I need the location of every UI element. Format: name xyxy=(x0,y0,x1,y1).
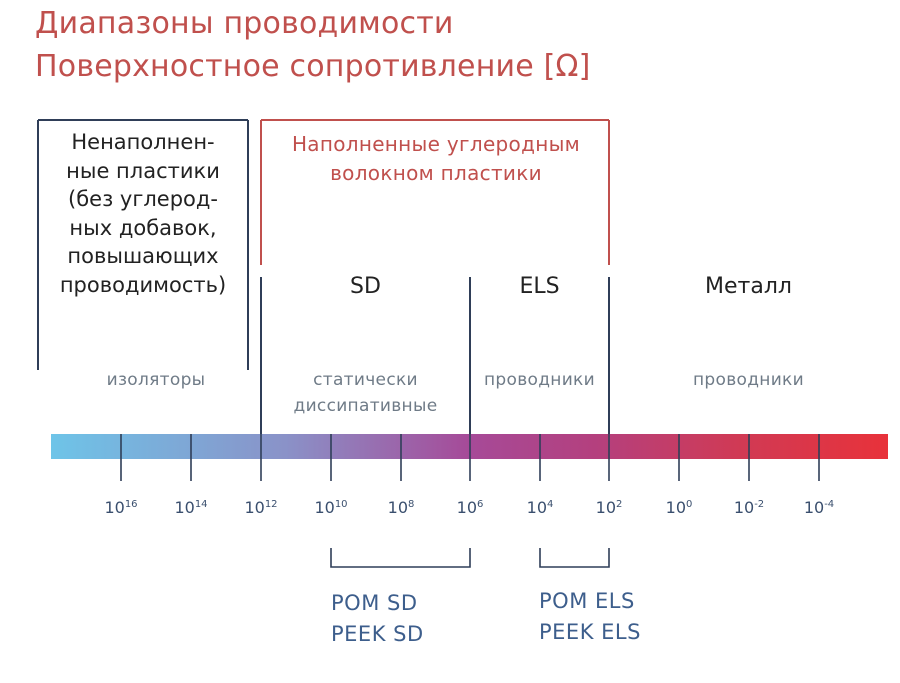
tick-label: 100 xyxy=(665,498,693,517)
zone-sub-insulators: изоляторы xyxy=(106,370,206,390)
product-range-brackets xyxy=(330,548,610,568)
tick-label: 10-4 xyxy=(803,498,835,517)
tick-label: 108 xyxy=(387,498,415,517)
tick-label: 102 xyxy=(595,498,623,517)
zone-label-els: ELS xyxy=(519,274,560,299)
tick-label: 106 xyxy=(456,498,484,517)
zone-sub-sd: статически диссипативные xyxy=(293,370,438,416)
zone-sub-metal: проводники xyxy=(693,370,804,390)
zone-label-sd: SD xyxy=(350,274,381,299)
tick-label: 1014 xyxy=(174,498,208,517)
page-title: Диапазоны проводимости xyxy=(35,6,454,41)
tick-label: 10-2 xyxy=(733,498,765,517)
carbon-filled-plastics-description: Наполненные углеродным волокном пластики xyxy=(291,132,581,185)
insulators-bracket xyxy=(37,119,249,370)
zone-label-metal: Металл xyxy=(705,274,792,299)
product-list-sd: POM SD PEEK SD xyxy=(331,591,424,646)
tick-label: 1012 xyxy=(244,498,278,517)
product-list-els: POM ELS PEEK ELS xyxy=(539,589,641,644)
carbon-filled-bracket xyxy=(260,119,610,265)
page-subtitle: Поверхностное сопротивление [Ω] xyxy=(35,49,591,84)
tick-label: 1016 xyxy=(104,498,138,517)
unfilled-plastics-description: Ненаполнен- ные пластики (без углерод- н… xyxy=(59,130,227,297)
tick-label: 104 xyxy=(526,498,554,517)
scale-ticks xyxy=(120,434,820,481)
zone-sub-els: проводники xyxy=(484,370,595,390)
tick-label: 1010 xyxy=(314,498,348,517)
zone-separators xyxy=(260,277,610,434)
